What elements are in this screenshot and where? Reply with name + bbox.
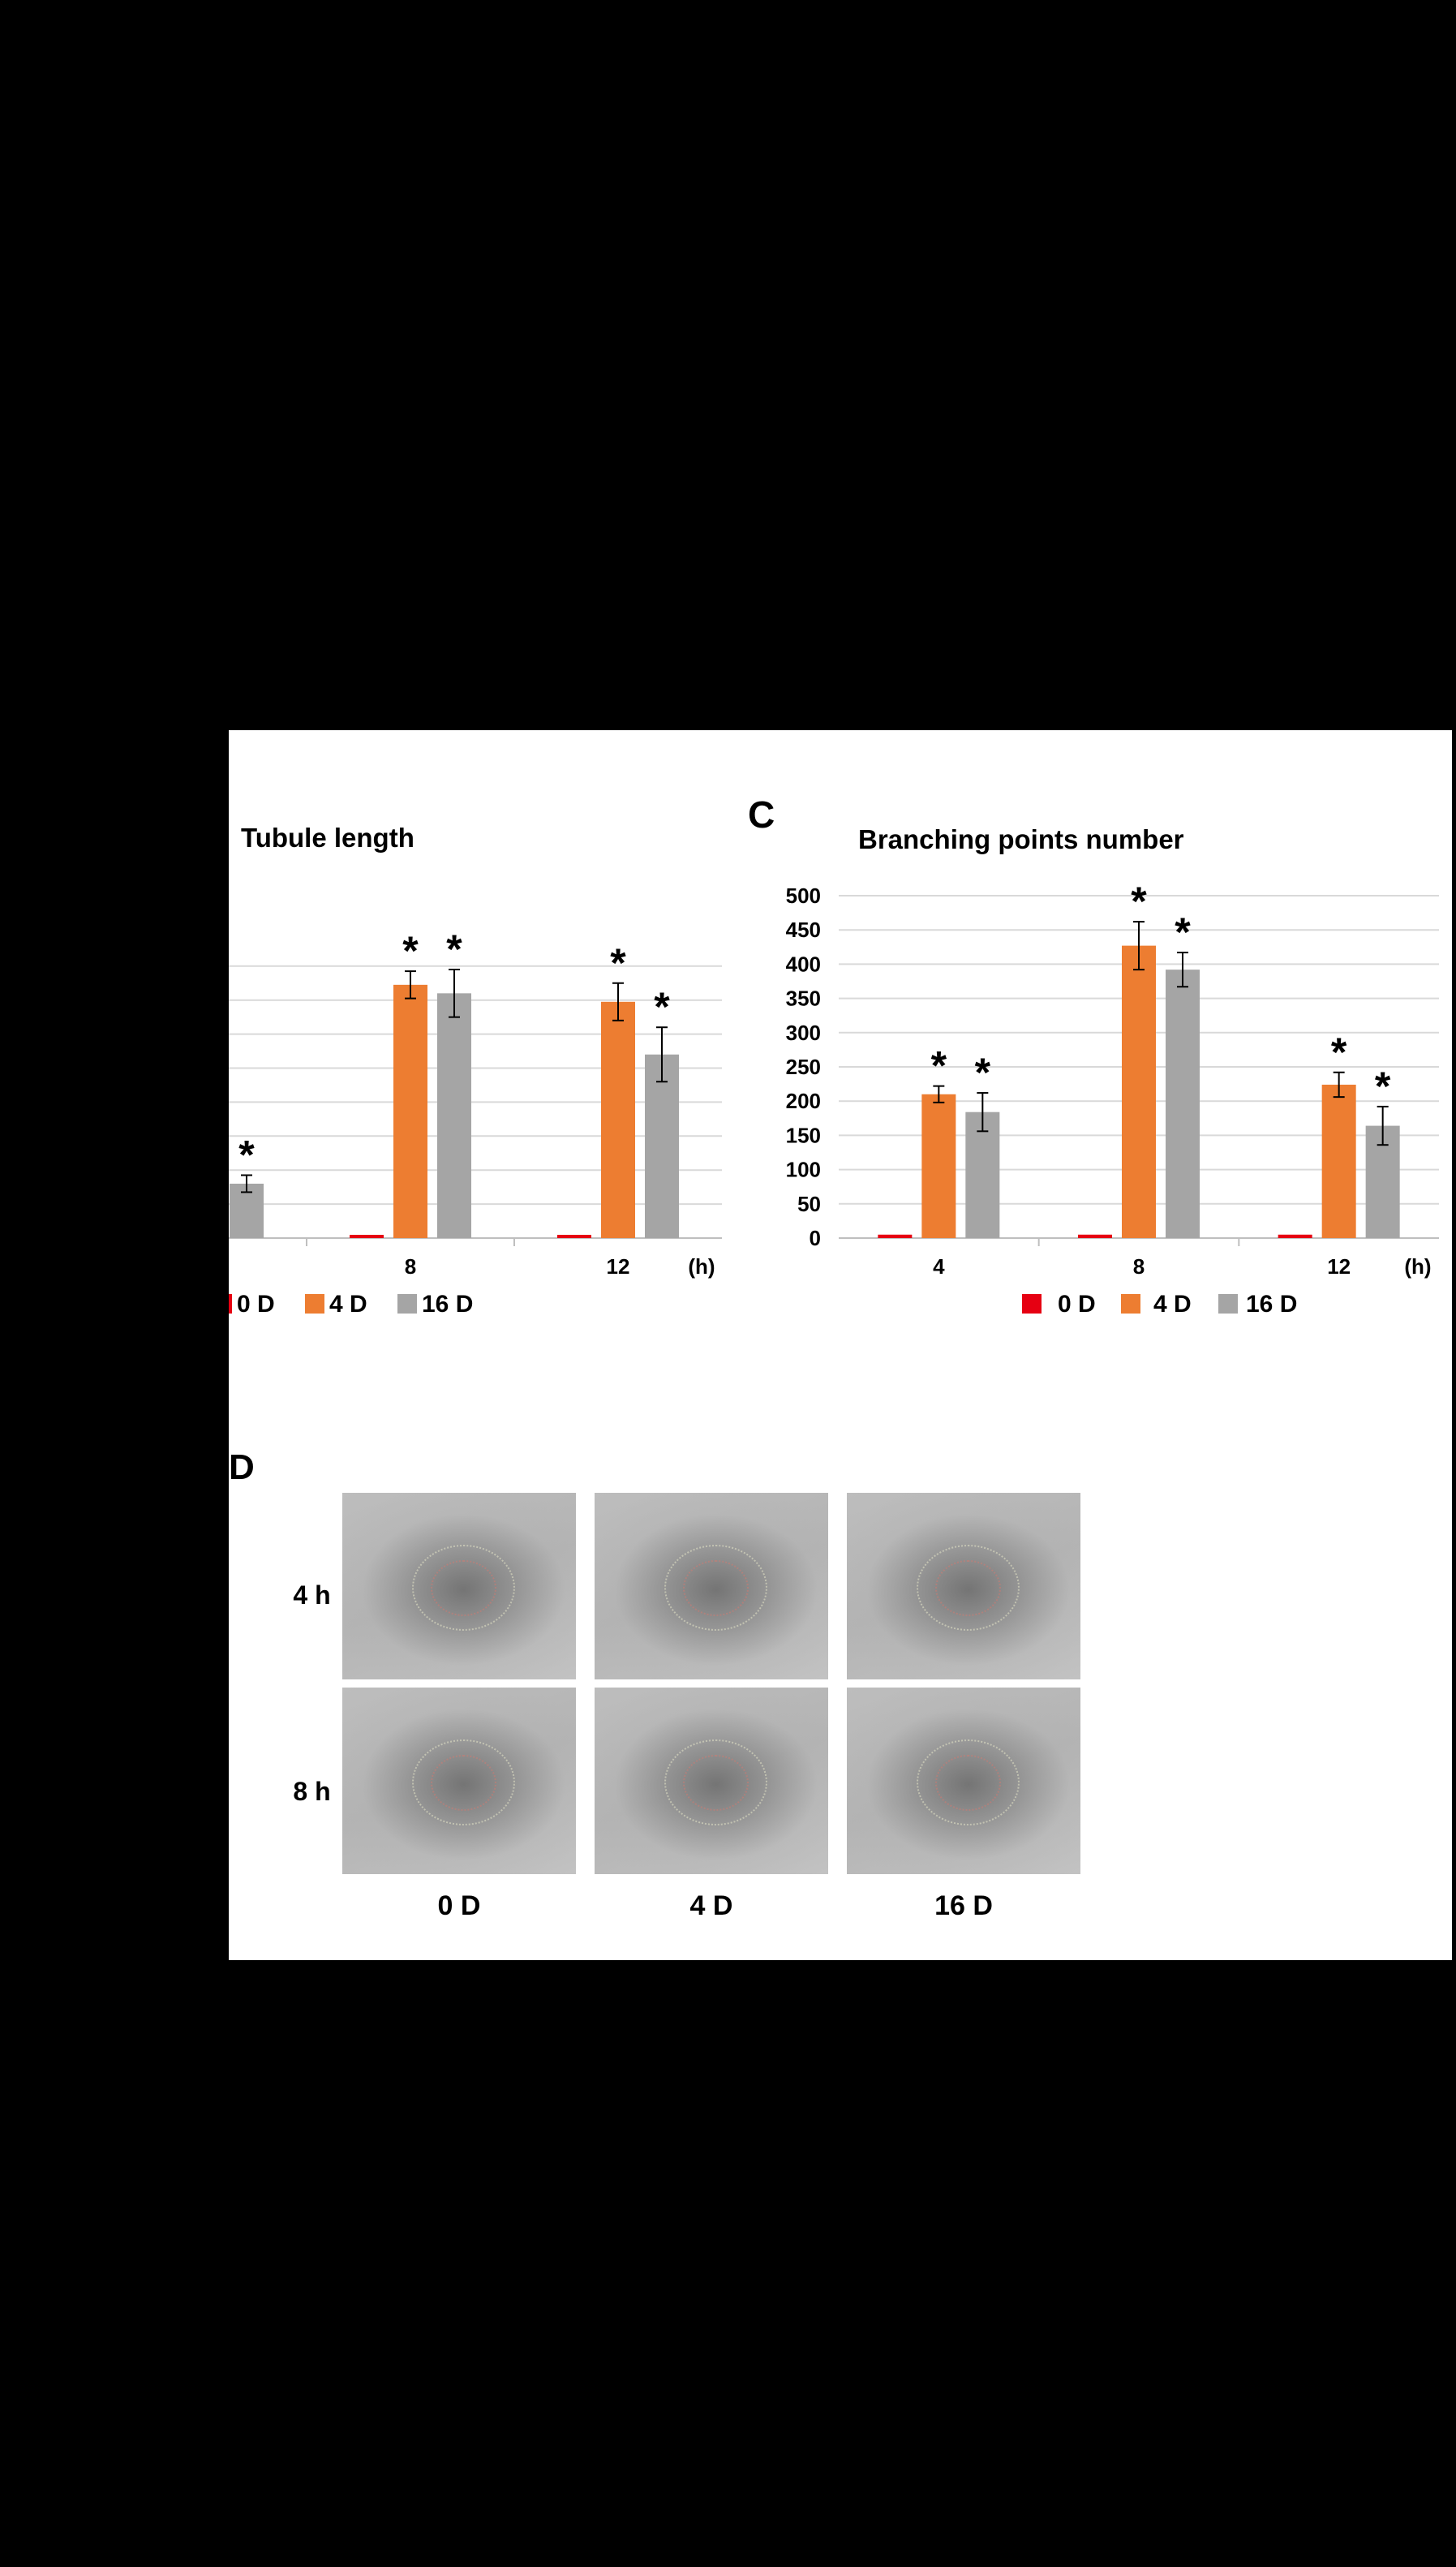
chart2-category-label: 4 — [933, 1254, 945, 1279]
chart2-ytick-label: 300 — [786, 1021, 821, 1045]
chart2-legend-swatch — [1121, 1294, 1140, 1314]
chart2-bar — [965, 1112, 1000, 1238]
micrograph-4d-4h — [595, 1493, 828, 1679]
chart1-bar — [557, 1235, 591, 1238]
micrograph-0d-8h — [342, 1688, 576, 1874]
chart1-significance-mark: * — [402, 928, 419, 974]
chart2-bar — [878, 1234, 913, 1238]
chart2-bar — [1166, 970, 1200, 1238]
chart1-category-label: 12 — [607, 1254, 630, 1279]
figure-svg: Tubule length 4 * * 8 * * 12 * * (h) 0 D 4 D 16 D C Bra… — [229, 793, 1439, 1318]
chart2-category-label: 12 — [1327, 1254, 1351, 1279]
chart2-ytick-label: 500 — [786, 884, 821, 908]
chart2-legend-label: 4 D — [1153, 1291, 1192, 1318]
chart1-significance-mark: * — [238, 1132, 255, 1177]
chart1-bar — [437, 993, 471, 1238]
chart2-ytick-label: 350 — [786, 987, 821, 1011]
chart2-category-label: 8 — [1133, 1254, 1145, 1279]
chart2-ytick-label: 250 — [786, 1055, 821, 1079]
chart2-significance-mark: * — [1375, 1064, 1391, 1109]
chart1-title: Tubule length — [241, 823, 414, 853]
col-label-4d: 4 D — [689, 1890, 733, 1921]
chart2-significance-mark: * — [975, 1050, 991, 1095]
chart2-significance-mark: * — [1131, 879, 1147, 924]
chart2-significance-mark: * — [1331, 1030, 1347, 1075]
chart1-bar — [393, 984, 427, 1238]
chart1-legend-swatch — [305, 1294, 324, 1314]
chart2-ytick-label: 200 — [786, 1089, 821, 1113]
chart1-legend-label: 4 D — [329, 1291, 367, 1318]
chart2-bar — [921, 1094, 956, 1238]
chart2-ytick-label: 0 — [810, 1226, 821, 1250]
chart2-ytick-label: 400 — [786, 952, 821, 976]
chart2-x-unit: (h) — [1404, 1254, 1431, 1279]
panel-d-letter: D — [229, 1447, 255, 1487]
chart1-legend-label: 0 D — [237, 1291, 275, 1318]
chart2-legend-swatch — [1022, 1294, 1042, 1314]
micrograph-16d-4h — [847, 1493, 1080, 1679]
col-label-16d: 16 D — [934, 1890, 993, 1921]
chart2-bar — [1122, 945, 1156, 1238]
row-label-4h: 4 h — [293, 1580, 331, 1610]
chart2-ytick-label: 100 — [786, 1158, 821, 1182]
chart1-category-label: 8 — [405, 1254, 416, 1279]
chart2-legend-swatch — [1218, 1294, 1238, 1314]
chart2-legend-label: 16 D — [1246, 1291, 1297, 1318]
chart1-legend-swatch — [229, 1294, 232, 1314]
chart2-legend-label: 0 D — [1058, 1291, 1096, 1318]
figure-panel: Tubule length 4 * * 8 * * 12 * * (h) 0 D 4 D 16 D C Bra… — [229, 730, 1452, 1960]
chart2-ytick-label: 450 — [786, 918, 821, 942]
col-label-0d: 0 D — [437, 1890, 481, 1921]
chart1-x-unit: (h) — [688, 1254, 715, 1279]
chart2-panel-letter: C — [748, 793, 775, 836]
chart1-significance-mark: * — [446, 927, 462, 972]
chart1-significance-mark: * — [610, 940, 626, 986]
chart1-legend-swatch — [397, 1294, 417, 1314]
chart1-significance-mark: * — [654, 984, 670, 1030]
row-label-8h: 8 h — [293, 1777, 331, 1806]
micrograph-0d-4h — [342, 1493, 576, 1679]
chart2-bar — [1321, 1084, 1356, 1238]
chart2-significance-mark: * — [1175, 909, 1191, 955]
chart2-ytick-label: 50 — [797, 1192, 821, 1216]
chart2-title: Branching points number — [858, 824, 1184, 854]
chart2-bar — [1078, 1234, 1112, 1238]
micrograph-16d-8h — [847, 1688, 1080, 1874]
chart2-ytick-label: 150 — [786, 1123, 821, 1147]
chart2-bar — [1278, 1234, 1312, 1238]
chart1-legend-label: 16 D — [422, 1291, 473, 1318]
chart1-bar — [601, 1001, 635, 1238]
chart2-significance-mark: * — [931, 1043, 947, 1089]
chart1-bar — [645, 1054, 679, 1238]
chart1-bar — [350, 1235, 384, 1238]
micrograph-4d-8h — [595, 1688, 828, 1874]
